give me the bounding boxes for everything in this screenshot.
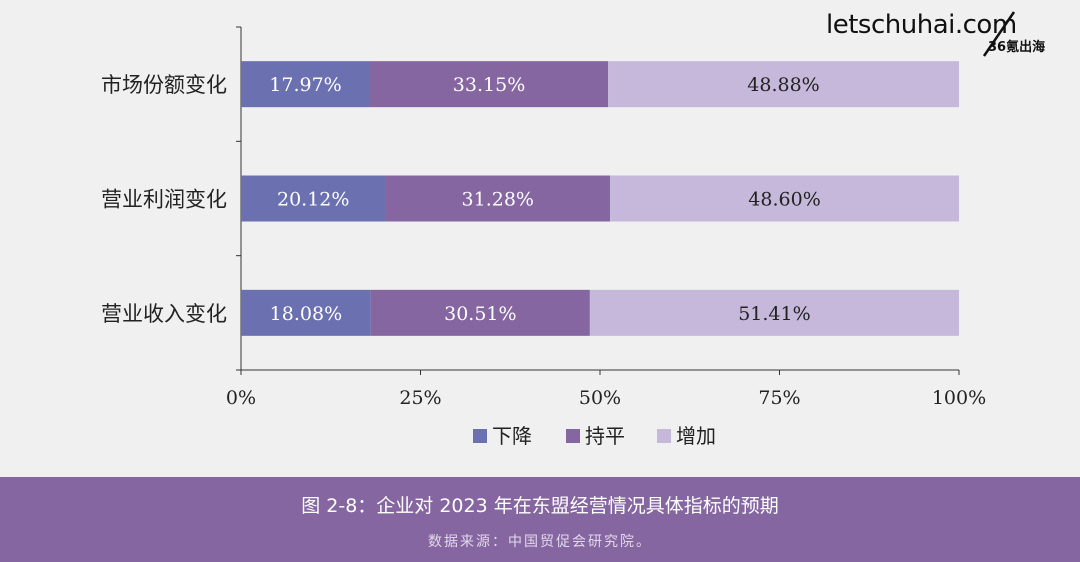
bar-segment xyxy=(370,61,609,108)
watermark-sub: 36氪出海 xyxy=(988,40,1046,55)
bar-segment xyxy=(241,289,371,336)
legend-label: 下降 xyxy=(492,424,532,448)
x-tick-label: 50% xyxy=(579,387,621,409)
data-label: 48.60% xyxy=(748,189,820,211)
legend-swatch xyxy=(473,429,487,443)
slash-icon xyxy=(982,11,1016,57)
bar-segment xyxy=(241,61,371,108)
data-label: 51.41% xyxy=(738,303,810,325)
stacked-bar-chart: 0% 25% 50% 75% 100% 市场份额变化 17.97% 33.15% 48.88% 营… xyxy=(101,26,986,448)
bar-segment xyxy=(610,175,959,222)
x-tick-label: 75% xyxy=(758,387,800,409)
x-tick-label: 0% xyxy=(226,387,256,409)
data-label: 31.28% xyxy=(462,189,534,211)
bar-segment xyxy=(241,175,386,222)
chart-area: 0% 25% 50% 75% 100% 市场份额变化 17.97% 33.15% 48.88% 营… xyxy=(101,8,1076,448)
category-label: 市场份额变化 xyxy=(101,73,227,97)
bar-segment xyxy=(370,289,590,336)
legend-label: 持平 xyxy=(585,424,625,448)
data-label: 18.08% xyxy=(270,303,342,325)
legend-swatch xyxy=(657,429,671,443)
watermark-logo: letschuhai.com 36氪出海 xyxy=(826,8,1076,58)
legend-swatch xyxy=(566,429,580,443)
figure-caption: 图 2-8：企业对 2023 年在东盟经营情况具体指标的预期 xyxy=(301,495,779,517)
source-note: 数据来源：中国贸促会研究院。 xyxy=(428,534,652,550)
x-tick-label: 100% xyxy=(932,387,986,409)
bar-segment xyxy=(385,175,611,222)
category-label: 营业收入变化 xyxy=(101,302,227,326)
bar-segment xyxy=(589,289,959,336)
data-label: 48.88% xyxy=(747,74,819,96)
data-label: 20.12% xyxy=(277,189,349,211)
legend-label: 增加 xyxy=(676,424,716,448)
data-label: 17.97% xyxy=(269,74,341,96)
category-label: 营业利润变化 xyxy=(101,188,227,212)
bar-segment xyxy=(608,61,959,108)
data-label: 30.51% xyxy=(444,303,516,325)
x-tick-label: 25% xyxy=(399,387,441,409)
caption-banner: 图 2-8：企业对 2023 年在东盟经营情况具体指标的预期 数据来源：中国贸促… xyxy=(0,477,1080,562)
data-label: 33.15% xyxy=(453,74,525,96)
watermark-site: letschuhai.com xyxy=(826,10,1017,40)
